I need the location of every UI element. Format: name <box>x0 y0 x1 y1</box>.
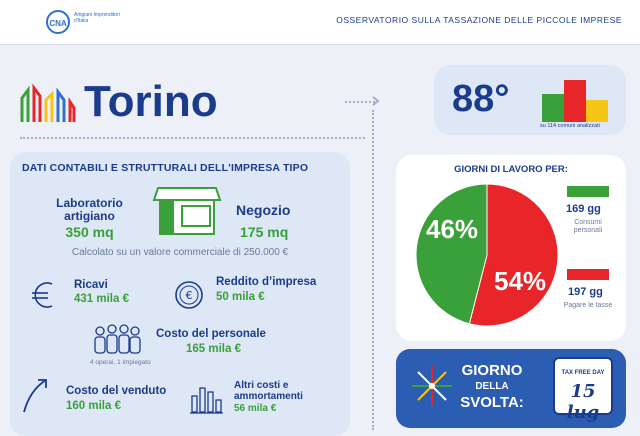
pie-slice-green <box>415 183 488 325</box>
staff-icon <box>94 324 141 354</box>
lab-name: Laboratorio artigiano <box>56 196 123 223</box>
svolta-line3: SVOLTA: <box>460 394 524 411</box>
svolta-line1: GIORNO <box>461 362 523 379</box>
tax-free-date: 15 lug <box>566 381 600 423</box>
arrow-right-icon <box>372 96 380 106</box>
header-title: OSSERVATORIO SULLA TASSAZIONE DELLE PICC… <box>336 15 622 25</box>
city-skyline-icon <box>20 83 76 122</box>
pie-slice-red <box>468 183 559 327</box>
calc-note: Calcolato su un valore commerciale di 25… <box>71 247 289 258</box>
rank-bar-green <box>542 94 564 122</box>
divider <box>345 101 375 103</box>
rank-bar-yellow <box>586 100 608 122</box>
rank-value: 88° <box>452 78 510 120</box>
days-title: GIORNI DI LAVORO PER: <box>454 164 568 175</box>
divider <box>20 137 365 139</box>
staff-note: 4 operai, 1 impiegato <box>90 359 151 366</box>
green-days-value: 169 gg <box>566 203 601 215</box>
other-value: 56 mila € <box>234 403 277 414</box>
svg-text:€: € <box>186 289 193 302</box>
revenue-label: Ricavi <box>74 279 108 291</box>
logo-subtitle: Artigiani Imprenditori d'Italia <box>74 12 120 24</box>
red-days-value: 197 gg <box>568 286 603 298</box>
coins-icon: € <box>175 281 203 309</box>
divider-vertical <box>372 110 374 430</box>
bar-chart-icon <box>190 387 223 414</box>
income-label: Reddito d’impresa <box>216 276 317 288</box>
staff-value: 165 mila € <box>186 343 241 355</box>
calendar-header: TAX FREE DAY <box>561 370 605 376</box>
red-pct-label: 54% <box>494 266 547 296</box>
rank-note: su 114 comuni analizzati <box>540 123 600 129</box>
revenue-value: 431 mila € <box>74 293 129 305</box>
cna-logo: CNA <box>46 10 70 34</box>
lab-value: 350 mq <box>65 224 114 240</box>
fireworks-icon <box>412 366 452 406</box>
red-days-label: Pagare le tasse <box>563 302 613 309</box>
days-pie-chart <box>415 183 559 327</box>
other-label: Altri costi e ammortamenti <box>234 380 303 402</box>
rank-bar-red <box>564 80 586 122</box>
legend-red-swatch <box>567 269 609 280</box>
city-name: Torino <box>84 77 218 126</box>
company-title: DATI CONTABILI E STRUTTURALI DELL'IMPRES… <box>22 162 309 174</box>
legend-green-swatch <box>567 186 609 197</box>
cogs-value: 160 mila € <box>66 400 121 412</box>
calendar-icon <box>553 357 613 415</box>
euro-icon <box>32 282 53 308</box>
green-pct-label: 46% <box>426 214 479 244</box>
shop-name: Negozio <box>236 202 291 218</box>
green-days-label: Consumi personali <box>573 219 603 234</box>
rocket-arrow-icon <box>23 379 47 413</box>
rank-bars <box>542 80 608 122</box>
svolta-line2: DELLA <box>475 381 509 392</box>
header-bar <box>0 0 640 45</box>
cogs-label: Costo del venduto <box>66 385 167 397</box>
shop-value: 175 mq <box>240 224 289 240</box>
staff-label: Costo del personale <box>156 328 266 340</box>
income-value: 50 mila € <box>216 291 265 303</box>
shop-icon <box>152 187 222 235</box>
